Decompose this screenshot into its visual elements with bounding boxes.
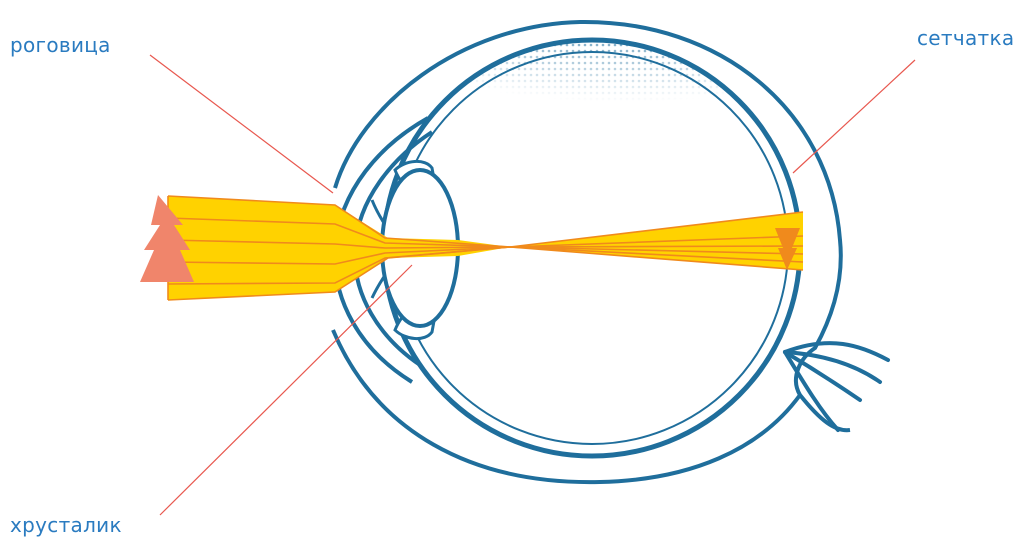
leader-lines bbox=[149, 54, 916, 516]
retina-image-icon bbox=[775, 228, 800, 270]
optic-nerve bbox=[783, 341, 890, 432]
cornea-leader-line bbox=[149, 54, 334, 194]
light-rays bbox=[167, 195, 804, 301]
cornea-label: роговица bbox=[10, 33, 111, 57]
lens-label: хрусталик bbox=[10, 513, 122, 537]
retina-label: сетчатка bbox=[917, 26, 1014, 50]
object-tree-icon bbox=[140, 195, 194, 282]
sclera bbox=[331, 19, 851, 485]
lens-leader-line bbox=[159, 264, 413, 516]
retina-leader-line bbox=[792, 59, 916, 174]
